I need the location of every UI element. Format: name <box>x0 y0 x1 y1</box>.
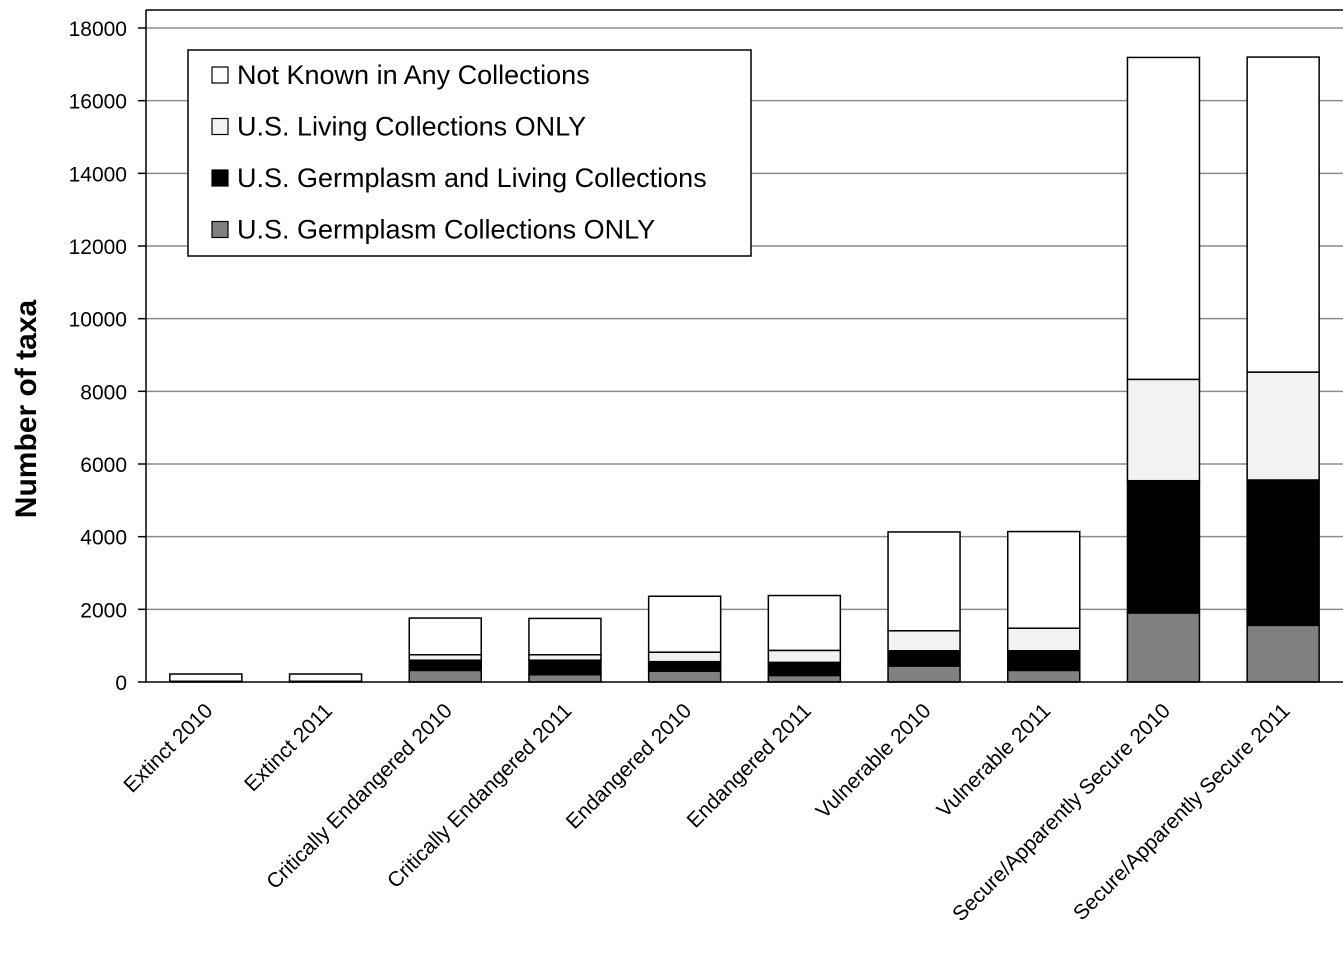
y-tick-label: 6000 <box>80 454 127 477</box>
x-category-label: Endangered 2010 <box>562 699 696 833</box>
legend-label: Not Known in Any Collections <box>237 60 590 90</box>
bar-segment <box>1007 669 1081 683</box>
bar-segment <box>528 617 602 656</box>
bar-segment <box>647 660 722 672</box>
bar-segment <box>647 670 722 683</box>
bar-segment <box>1246 371 1320 481</box>
bar-segment <box>767 649 842 664</box>
bar-segment <box>767 661 842 677</box>
bar-segment <box>1007 627 1081 652</box>
x-category-label: Endangered 2011 <box>683 699 816 832</box>
x-category-label: Secure/Apparently Secure 2010 <box>948 699 1175 926</box>
y-tick-label: 12000 <box>69 236 127 259</box>
y-tick-label: 16000 <box>69 91 127 114</box>
bar-segment <box>1246 479 1320 627</box>
legend-label: U.S. Living Collections ONLY <box>237 112 586 142</box>
x-category-label: Secure/Apparently Secure 2011 <box>1069 699 1295 925</box>
y-tick-labels: 0 2000 4000 6000 8000 10000 12000 14000 16000 180… <box>69 18 127 695</box>
y-tick-label: 0 <box>115 672 127 695</box>
y-tick-label: 18000 <box>69 18 127 41</box>
bar-segment <box>169 673 243 683</box>
bar-segment <box>767 594 842 652</box>
bar-segment <box>1007 530 1081 629</box>
bar-segment <box>1126 612 1201 683</box>
bar-segment <box>528 659 602 676</box>
bar-segment <box>1126 56 1201 381</box>
y-axis-title: Number of taxa <box>10 300 43 519</box>
bar-segment <box>1246 56 1320 373</box>
legend-swatch <box>211 220 229 239</box>
bar-segment <box>647 651 722 663</box>
bar-segment <box>887 650 961 667</box>
bar-segment <box>1126 378 1201 482</box>
bar-segment <box>288 673 363 683</box>
bar-segment <box>408 654 482 661</box>
bar-segment <box>887 630 961 652</box>
bar-segment <box>887 665 961 683</box>
x-category-label: Vulnerable 2011 <box>933 699 1056 822</box>
bar-segment <box>647 595 722 653</box>
legend-swatch <box>211 117 229 136</box>
bar-segment <box>887 531 961 632</box>
bar-segment <box>1246 624 1320 683</box>
bar-segment <box>1126 479 1201 614</box>
bar-segment <box>767 674 842 683</box>
y-tick-label: 4000 <box>80 527 127 550</box>
bar-segment <box>408 659 482 672</box>
y-tick-label: 14000 <box>69 163 127 186</box>
legend-label: U.S. Germplasm and Living Collections <box>237 163 707 193</box>
bar-segment <box>528 654 602 661</box>
bar-segment <box>408 669 482 683</box>
bar-segment <box>408 617 482 656</box>
legend-label: U.S. Germplasm Collections ONLY <box>237 215 655 245</box>
x-category-label: Extinct 2010 <box>119 699 217 797</box>
x-category-label: Vulnerable 2010 <box>812 699 936 823</box>
bar-segment <box>528 673 602 683</box>
axes <box>145 9 1343 683</box>
legend-swatch <box>211 66 229 84</box>
y-tick-label: 10000 <box>69 309 127 332</box>
bar-segment <box>1007 650 1081 672</box>
x-category-label: Extinct 2011 <box>240 699 337 796</box>
legend-swatch <box>211 169 229 187</box>
y-tick-label: 8000 <box>80 381 127 404</box>
legend-box <box>187 49 752 257</box>
legend: Not Known in Any Collections U.S. Living … <box>187 49 752 257</box>
y-tick-label: 2000 <box>80 599 127 622</box>
